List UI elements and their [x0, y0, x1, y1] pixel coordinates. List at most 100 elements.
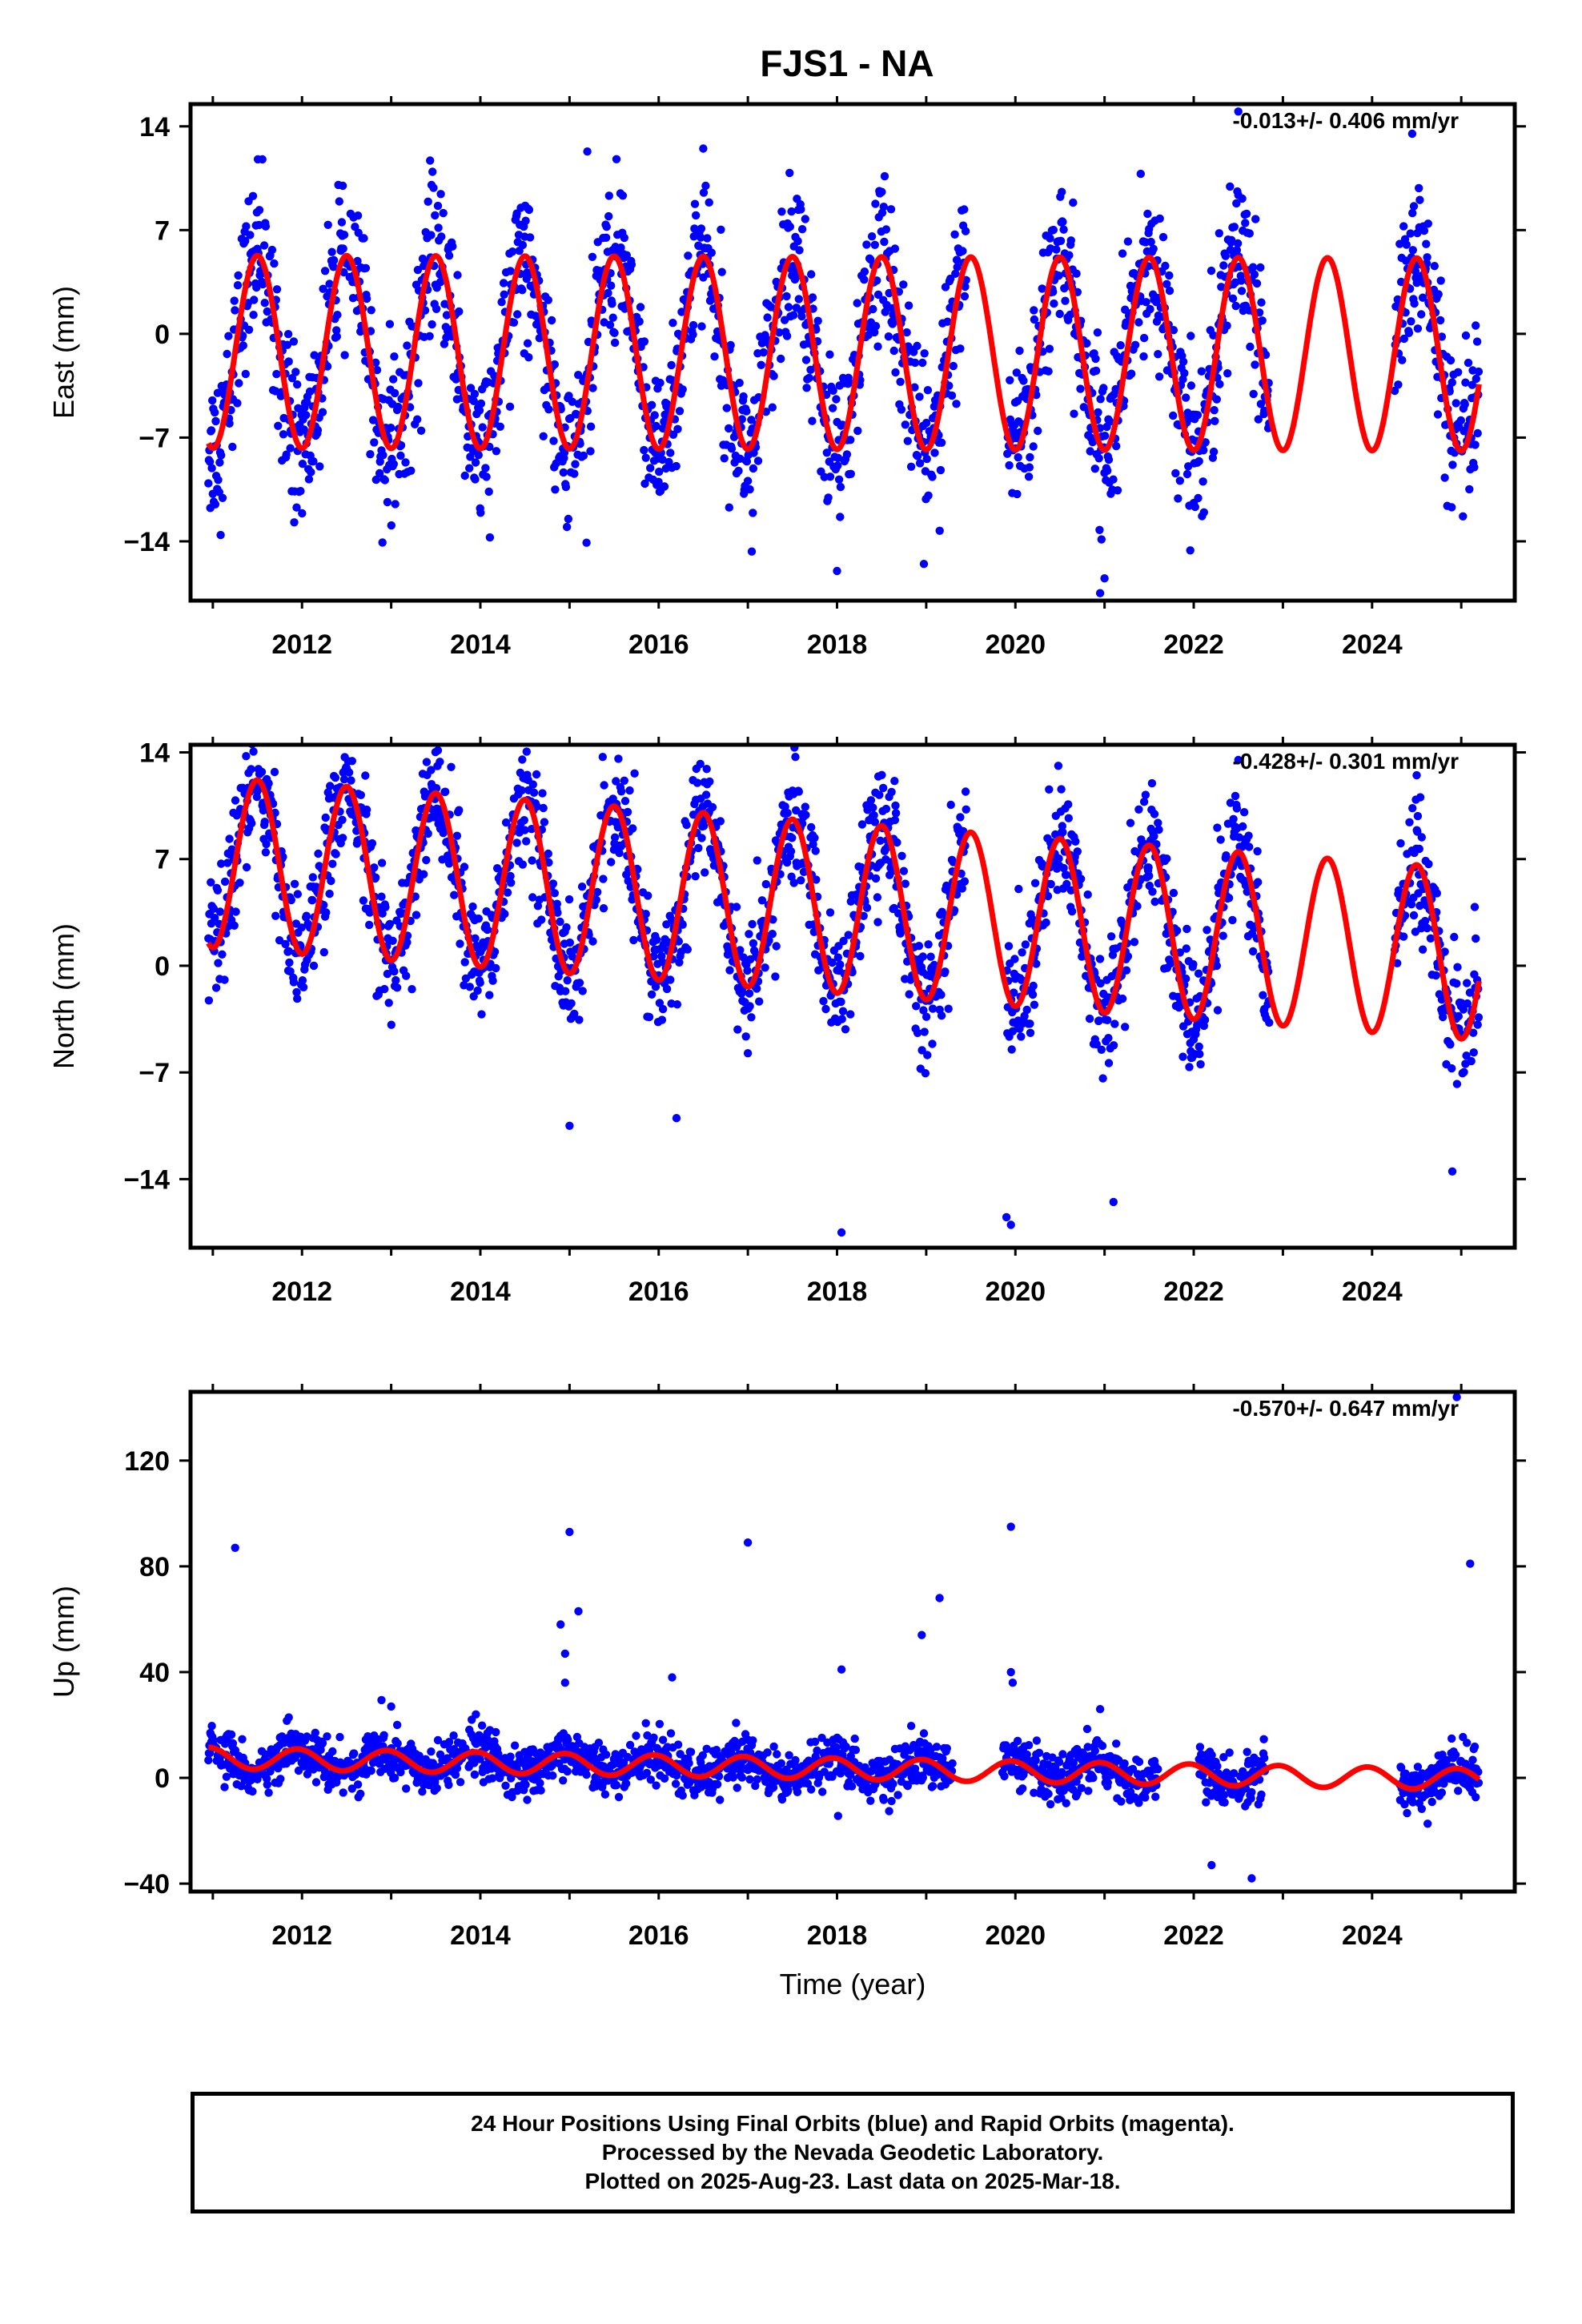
- data-point: [660, 482, 669, 491]
- data-point: [241, 236, 250, 246]
- data-point: [522, 837, 531, 846]
- data-point: [625, 1740, 635, 1750]
- data-point: [1109, 1041, 1118, 1050]
- data-point: [910, 383, 919, 392]
- data-point: [717, 225, 725, 234]
- data-point: [894, 909, 903, 918]
- data-point: [650, 411, 659, 420]
- data-point: [1439, 1012, 1447, 1022]
- data-point: [264, 1788, 273, 1797]
- data-point: [305, 387, 315, 396]
- data-point: [375, 468, 384, 478]
- data-point: [247, 818, 256, 828]
- data-point: [1463, 999, 1472, 1008]
- data-point: [1043, 891, 1053, 901]
- data-point: [588, 937, 597, 946]
- data-point: [599, 904, 608, 913]
- data-point: [1237, 276, 1246, 285]
- data-point: [326, 782, 335, 790]
- data-point: [797, 225, 807, 234]
- outlier-point: [1412, 770, 1421, 780]
- data-point: [673, 1740, 683, 1749]
- data-point: [937, 438, 946, 447]
- data-point: [658, 455, 667, 464]
- data-point: [1122, 318, 1130, 327]
- data-point: [1067, 907, 1077, 916]
- data-point: [310, 351, 319, 360]
- data-point: [1408, 208, 1417, 218]
- data-point: [509, 318, 519, 327]
- data-point: [956, 813, 965, 822]
- data-point: [630, 769, 639, 778]
- data-point: [380, 476, 389, 485]
- data-point: [1199, 508, 1209, 517]
- data-point: [1242, 209, 1251, 219]
- data-point: [747, 547, 757, 556]
- data-point: [311, 1778, 321, 1787]
- data-point: [214, 959, 223, 967]
- data-point: [1136, 169, 1146, 179]
- data-point: [917, 1046, 926, 1055]
- data-point: [876, 836, 885, 846]
- data-point: [1194, 493, 1203, 503]
- data-point: [1223, 321, 1231, 330]
- data-point: [628, 824, 637, 833]
- data-point: [1127, 369, 1136, 378]
- data-point: [717, 267, 726, 276]
- data-point: [559, 1776, 568, 1785]
- outlier-point: [1006, 1220, 1015, 1229]
- data-point: [808, 293, 817, 302]
- data-point: [784, 1786, 793, 1795]
- data-point: [896, 929, 905, 938]
- y-tick-label: −14: [123, 1164, 170, 1195]
- data-point: [1227, 235, 1236, 244]
- data-point: [1410, 299, 1419, 308]
- data-point: [1015, 346, 1024, 356]
- data-point: [1150, 897, 1159, 907]
- data-point: [610, 833, 620, 842]
- data-point: [920, 349, 929, 358]
- data-point: [716, 1795, 725, 1804]
- data-point: [901, 879, 910, 888]
- y-tick-label: 7: [155, 845, 170, 875]
- data-point: [853, 426, 862, 436]
- data-point: [912, 1002, 921, 1011]
- data-point: [1447, 378, 1457, 387]
- data-point: [660, 417, 669, 426]
- data-point: [207, 426, 216, 435]
- data-point: [1459, 1005, 1468, 1014]
- data-point: [961, 282, 970, 292]
- data-point: [757, 360, 765, 369]
- data-point: [832, 395, 841, 404]
- data-point: [1423, 253, 1431, 262]
- data-point: [261, 848, 271, 857]
- data-point: [1118, 994, 1127, 1003]
- data-point: [1199, 446, 1208, 455]
- data-point: [768, 930, 777, 939]
- x-tick-label: 2016: [628, 629, 689, 660]
- data-point: [662, 400, 672, 408]
- data-point: [686, 1747, 696, 1756]
- data-point: [1415, 195, 1424, 204]
- data-point: [309, 961, 319, 971]
- data-point: [641, 453, 650, 462]
- data-point: [1254, 878, 1263, 887]
- data-point: [1106, 417, 1114, 426]
- data-point: [481, 464, 490, 472]
- data-point: [1069, 198, 1078, 207]
- data-point: [293, 380, 302, 389]
- data-point: [806, 365, 815, 374]
- data-point: [775, 328, 784, 337]
- data-point: [1094, 454, 1103, 463]
- data-point: [1169, 411, 1178, 420]
- data-point: [392, 1720, 402, 1730]
- data-point: [425, 332, 434, 340]
- data-point: [1123, 237, 1133, 246]
- data-point: [1154, 350, 1162, 359]
- data-point: [1244, 831, 1253, 840]
- data-point: [500, 910, 509, 919]
- data-point: [697, 224, 706, 233]
- data-point: [1076, 384, 1085, 393]
- data-point: [794, 787, 803, 796]
- data-point: [433, 1735, 443, 1745]
